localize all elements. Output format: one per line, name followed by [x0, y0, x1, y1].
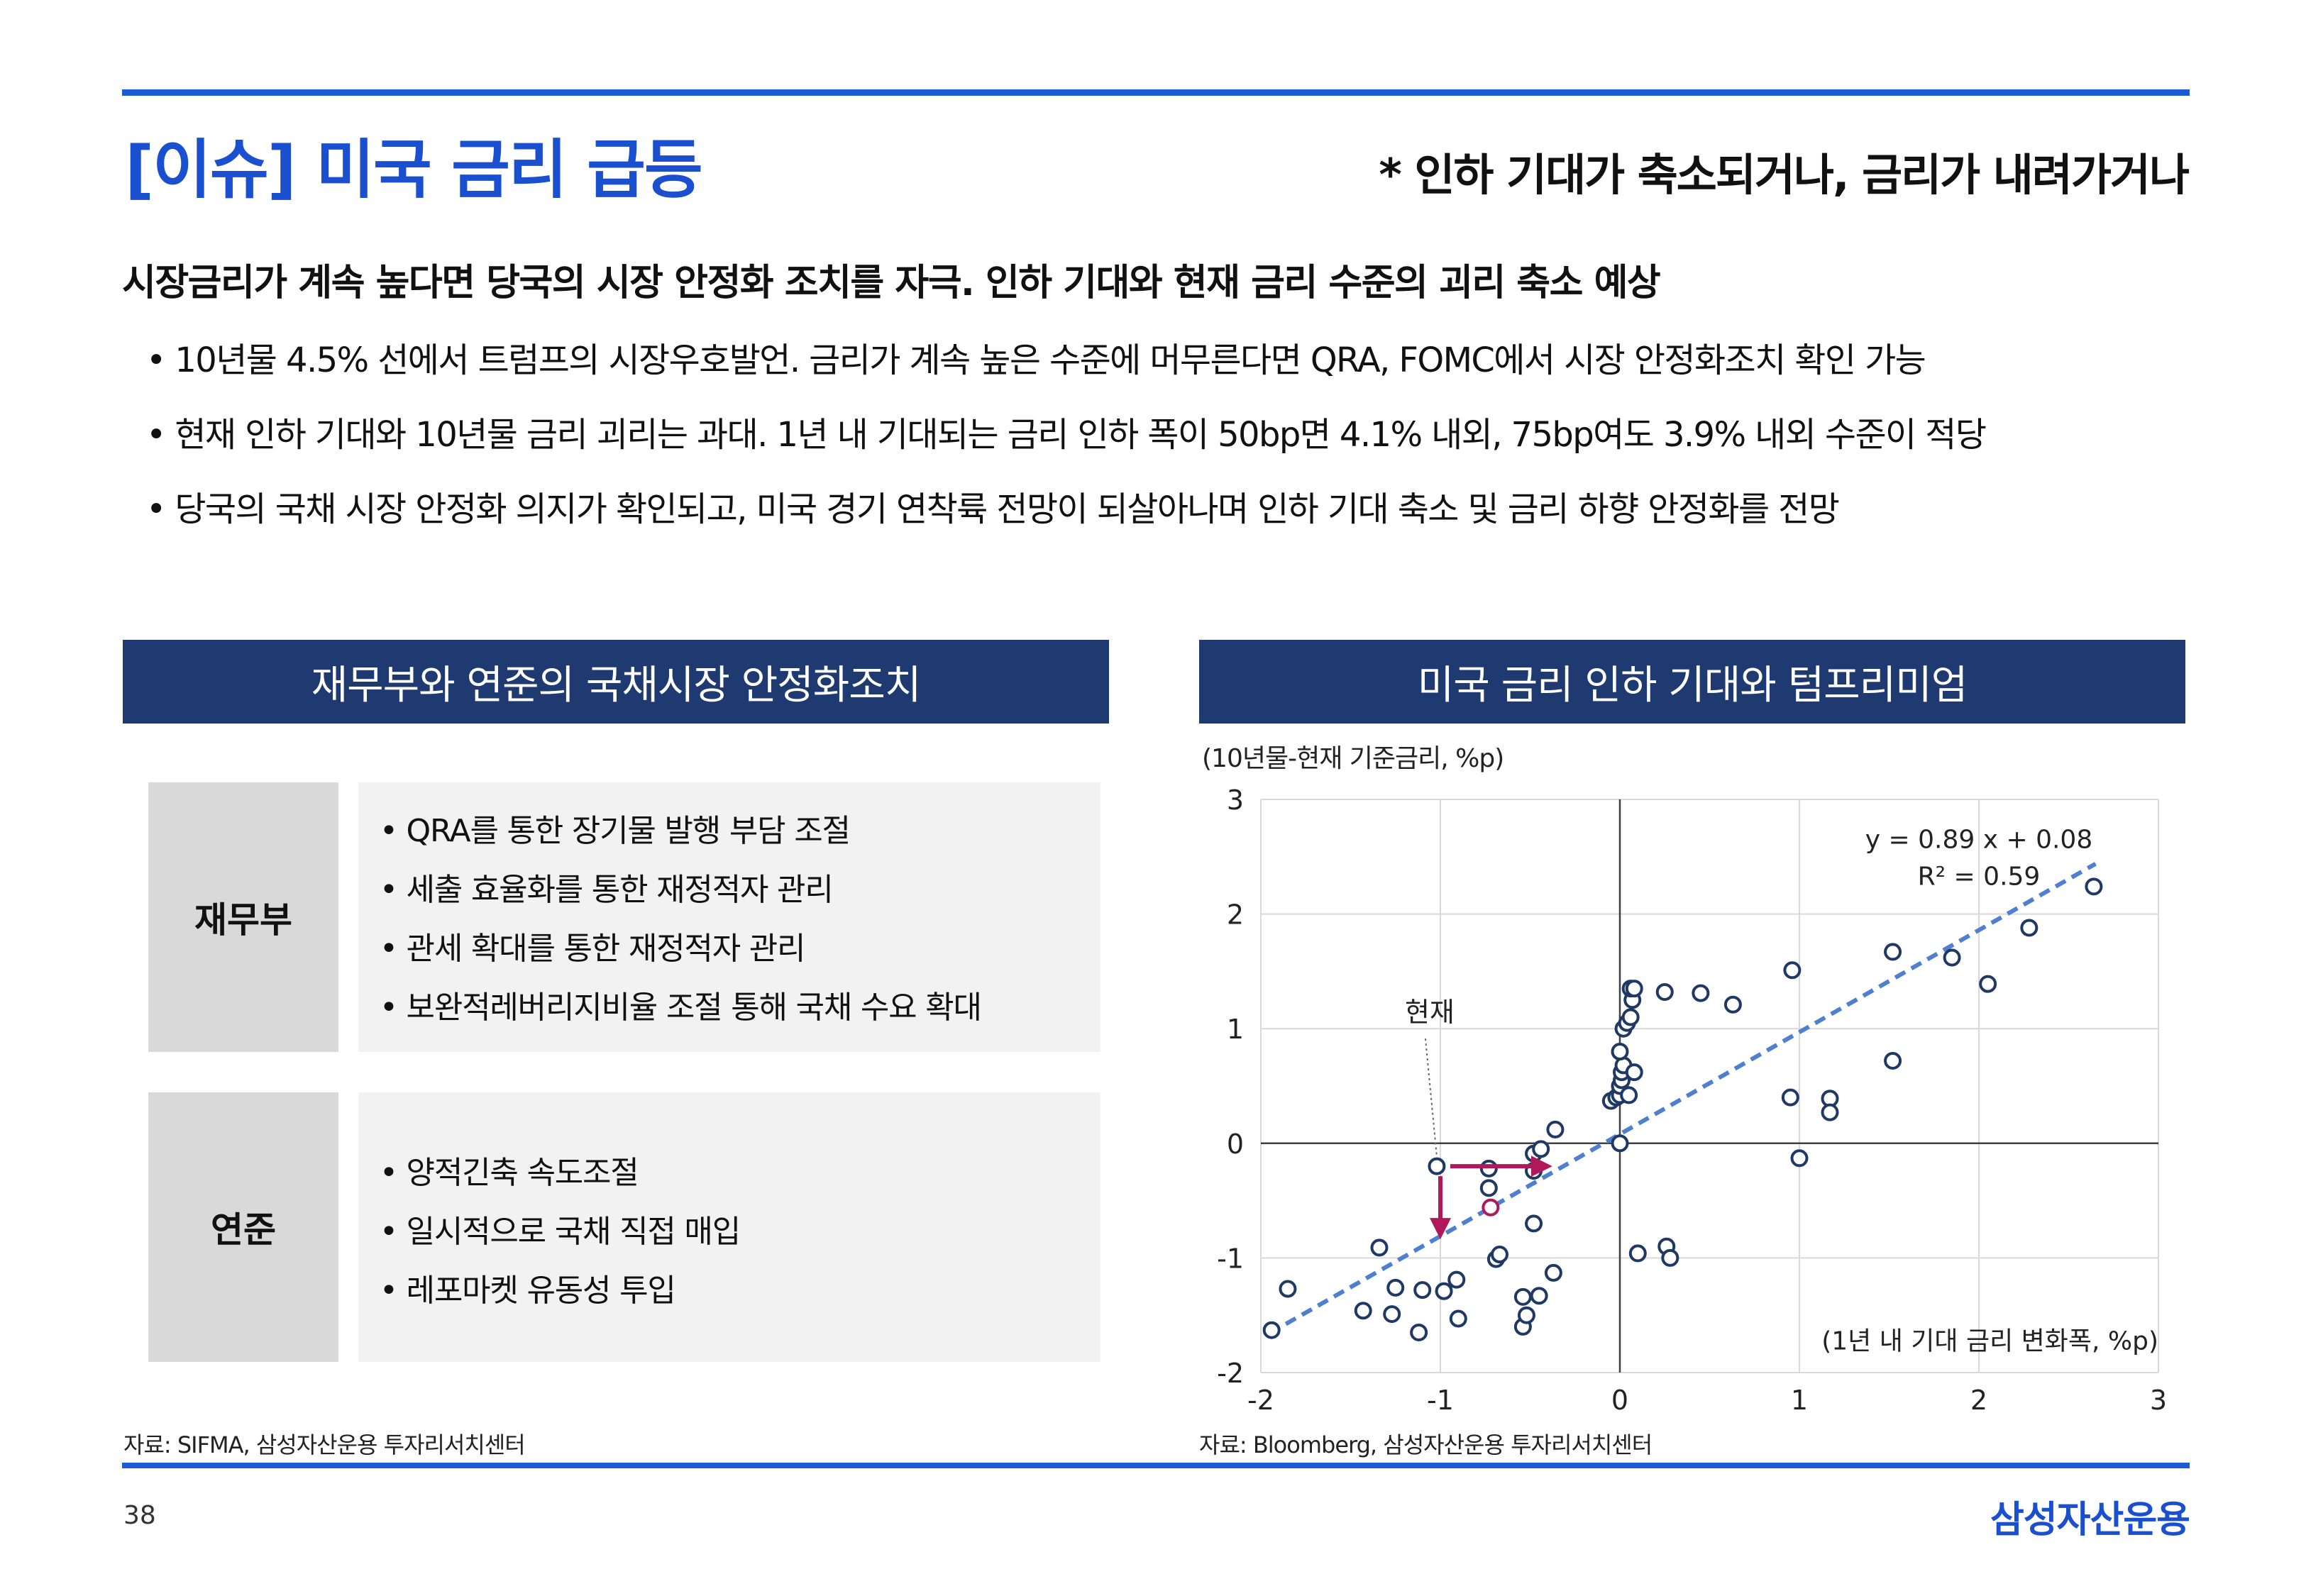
data-point [1262, 1321, 1281, 1339]
row-label-treasury: 재무부 [148, 782, 338, 1052]
x-tick-label: 3 [2150, 1385, 2167, 1416]
brand-logo: 삼성자산운용 [1990, 1499, 2190, 1541]
top-rule [122, 89, 2190, 96]
data-point [1781, 1088, 1799, 1107]
data-point [1625, 980, 1643, 998]
right-panel-title: 미국 금리 인하 기대와 텀프리미엄 [1199, 640, 2185, 724]
data-point [1413, 1281, 1432, 1299]
x-tick-label: 0 [1611, 1385, 1628, 1416]
page-number: 38 [123, 1501, 156, 1530]
data-point [1723, 995, 1742, 1014]
data-point [1479, 1179, 1498, 1197]
y-tick-label: 2 [1227, 899, 1244, 931]
bottom-rule [122, 1463, 2190, 1468]
data-point [1620, 1086, 1638, 1104]
bullet-item: • 당국의 국채 시장 안정화 의지가 확인되고, 미국 경기 연착륙 전망이 … [146, 489, 1840, 529]
data-point [1628, 1244, 1647, 1263]
data-point [1621, 1008, 1640, 1026]
data-point [1821, 1103, 1839, 1121]
data-point [2085, 877, 2103, 896]
data-point [1625, 1063, 1643, 1082]
data-point [1532, 1140, 1550, 1158]
x-tick-label: -2 [1247, 1385, 1274, 1416]
right-source: 자료: Bloomberg, 삼성자산운용 투자리서치센터 [1199, 1431, 1653, 1458]
data-point [1783, 961, 1802, 980]
y-axis-label: (10년물-현재 기준금리, %p) [1202, 744, 1504, 773]
annotation-current: 현재 [1405, 997, 1455, 1028]
data-point [1884, 943, 1902, 961]
data-point [1386, 1278, 1405, 1297]
y-tick-label: 0 [1227, 1129, 1244, 1160]
data-point [1447, 1270, 1466, 1289]
data-point [1544, 1263, 1562, 1282]
data-point [1490, 1246, 1508, 1264]
row-label-fed: 연준 [148, 1092, 338, 1362]
measure-item: • 레포마켓 유동성 투입 [380, 1273, 676, 1309]
data-point [1370, 1238, 1389, 1257]
data-point [1530, 1287, 1548, 1305]
data-point [1546, 1120, 1565, 1138]
data-point [1479, 1159, 1498, 1177]
highlight-point [1482, 1198, 1500, 1217]
data-point [1611, 1043, 1629, 1061]
bullet-item: • 10년물 4.5% 선에서 트럼프의 시장우호발언. 금리가 계속 높은 수… [146, 340, 1926, 380]
r-squared: R² = 0.59 [1918, 862, 2041, 891]
data-point [1884, 1051, 1902, 1070]
measure-item: • QRA를 통한 장기물 발행 부담 조절 [380, 813, 851, 849]
data-point [1383, 1305, 1401, 1324]
trend-line [1269, 862, 2097, 1335]
data-point [1790, 1149, 1809, 1168]
measure-item: • 세출 효율화를 통한 재정적자 관리 [380, 872, 834, 908]
data-point [1279, 1280, 1297, 1298]
data-point [2020, 919, 2039, 937]
page-subtitle: * 인하 기대가 축소되거나, 금리가 내려가거나 [1379, 149, 2190, 201]
x-axis-label: (1년 내 기대 금리 변화폭, %p) [1821, 1327, 2158, 1356]
y-tick-label: -2 [1217, 1358, 1244, 1389]
data-point [1611, 1134, 1629, 1153]
left-panel-title: 재무부와 연준의 국채시장 안정화조치 [123, 640, 1109, 724]
data-point [1435, 1282, 1453, 1300]
bullet-item: • 현재 인하 기대와 10년물 금리 괴리는 과대. 1년 내 기대되는 금리… [146, 415, 1987, 455]
regression-equation: y = 0.89 x + 0.08 [1865, 826, 2092, 855]
row-body-treasury: • QRA를 통한 장기물 발행 부담 조절 • 세출 효율화를 통한 재정적자… [358, 782, 1100, 1052]
y-tick-label: -1 [1217, 1243, 1244, 1274]
headline: 시장금리가 계속 높다면 당국의 시장 안정화 조치를 자극. 인하 기대와 현… [122, 262, 1661, 304]
data-point [1517, 1306, 1535, 1324]
measure-item: • 양적긴축 속도조절 [380, 1155, 639, 1191]
data-point [1655, 982, 1674, 1001]
tick-labels: -2 -1 0 1 2 3 3 2 1 0 -1 -2 [1217, 785, 2167, 1416]
data-point [1513, 1287, 1532, 1306]
x-tick-label: 2 [1970, 1385, 1987, 1416]
data-point [1428, 1157, 1446, 1175]
measure-item: • 관세 확대를 통한 재정적자 관리 [380, 931, 806, 967]
x-tick-label: 1 [1791, 1385, 1808, 1416]
y-tick-label: 3 [1227, 785, 1244, 816]
measure-item: • 보완적레버리지비율 조절 통해 국채 수요 확대 [380, 990, 982, 1026]
data-point [1410, 1323, 1428, 1341]
page-title: [이슈] 미국 금리 급등 [125, 133, 703, 207]
y-tick-label: 1 [1227, 1014, 1244, 1045]
row-body-fed: • 양적긴축 속도조절 • 일시적으로 국채 직접 매입 • 레포마켓 유동성 … [358, 1092, 1100, 1362]
data-point [1979, 975, 1997, 993]
annotation-leader-line [1424, 1038, 1438, 1157]
data-point [1692, 984, 1710, 1002]
left-source: 자료: SIFMA, 삼성자산운용 투자리서치센터 [123, 1431, 526, 1458]
measure-item: • 일시적으로 국채 직접 매입 [380, 1214, 741, 1250]
data-point [1354, 1302, 1372, 1320]
x-tick-label: -1 [1427, 1385, 1454, 1416]
data-point [1525, 1214, 1543, 1233]
data-point [1661, 1248, 1679, 1267]
data-point [1449, 1309, 1467, 1328]
data-points [1262, 877, 2103, 1341]
data-point [1943, 948, 1961, 967]
